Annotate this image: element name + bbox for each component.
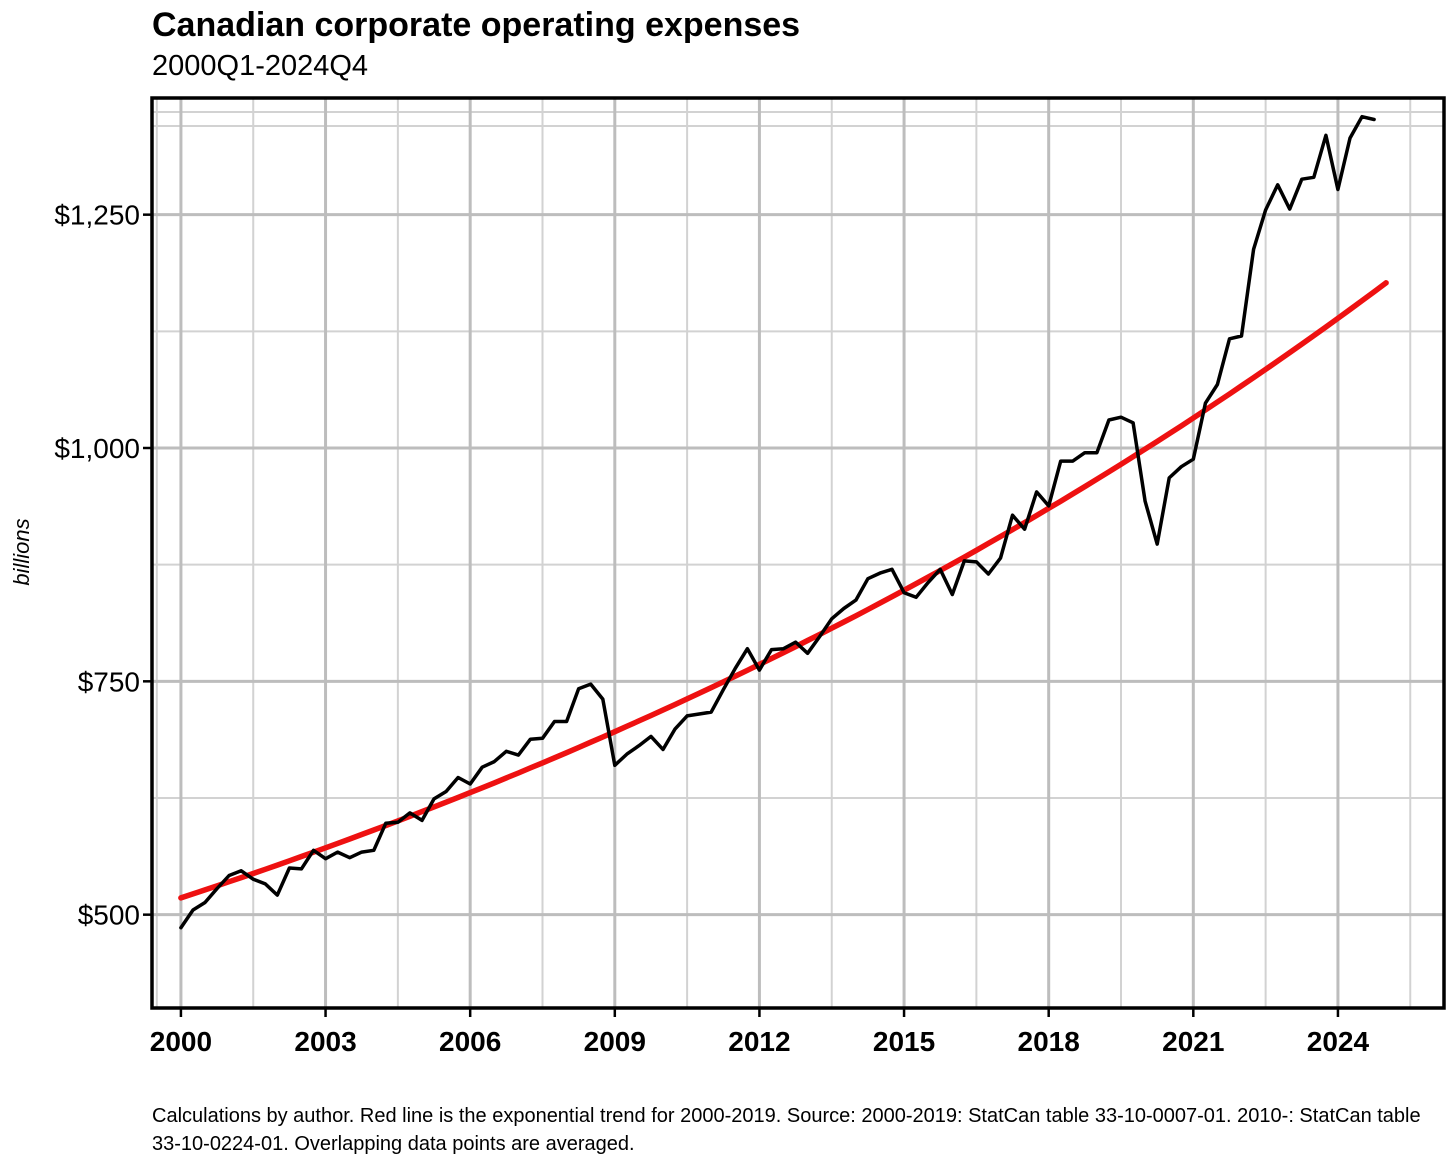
grid [152, 98, 1444, 1008]
y-tick-label: $1,000 [54, 433, 140, 464]
y-tick-label: $750 [78, 666, 140, 697]
x-tick-label: 2012 [728, 1026, 790, 1057]
data-line [179, 114, 1376, 930]
x-tick-label: 2024 [1307, 1026, 1370, 1057]
x-tick-label: 2021 [1162, 1026, 1224, 1057]
y-tick-label: $1,250 [54, 200, 140, 231]
chart-caption: Calculations by author. Red line is the … [152, 1105, 1421, 1155]
chart-title: Canadian corporate operating expenses [152, 6, 801, 44]
x-tick-label: 2003 [294, 1026, 356, 1057]
plot-frame [150, 96, 1446, 1010]
x-tick-label: 2006 [439, 1026, 501, 1057]
x-tick-label: 2018 [1018, 1026, 1080, 1057]
ticks: 2000 2003 2006 2009 2012 2015 2018 2021 2024 $500… [54, 200, 1369, 1057]
x-tick-label: 2000 [150, 1026, 212, 1057]
x-tick-label: 2015 [873, 1026, 935, 1057]
y-tick-label: $500 [78, 900, 140, 931]
x-tick-label: 2009 [584, 1026, 646, 1057]
series-layer [178, 114, 1389, 930]
chart-subtitle: 2000Q1-2024Q4 [152, 50, 369, 82]
trend-line [178, 280, 1389, 901]
